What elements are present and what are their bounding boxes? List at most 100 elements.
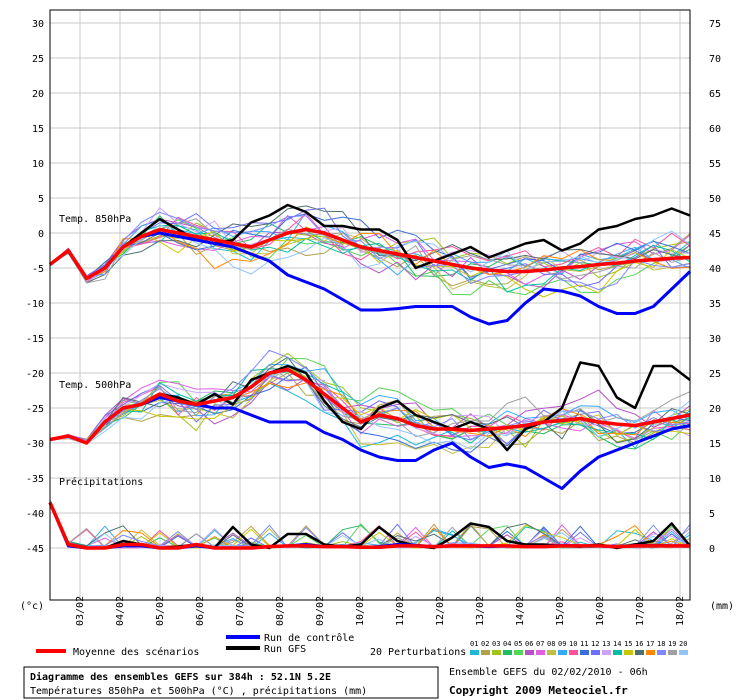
- perturbation-swatch: [635, 650, 644, 655]
- perturbation-swatch: [624, 650, 633, 655]
- x-tick-label: 10/02: [355, 596, 366, 626]
- perturbation-swatch: [591, 650, 600, 655]
- left-tick-label: 25: [32, 54, 44, 65]
- right-tick-label: 75: [709, 19, 721, 30]
- perturbation-number: 01: [470, 640, 478, 648]
- right-tick-label: 35: [709, 299, 721, 310]
- left-tick-label: -15: [26, 334, 44, 345]
- legend-gfs-label: Run GFS: [264, 644, 306, 655]
- perturbation-number: 09: [558, 640, 566, 648]
- left-tick-label: 30: [32, 19, 44, 30]
- right-tick-label: 45: [709, 229, 721, 240]
- perturbation-number: 13: [602, 640, 610, 648]
- perturbation-swatch: [657, 650, 666, 655]
- perturbation-number: 17: [646, 640, 654, 648]
- left-tick-label: -10: [26, 299, 44, 310]
- x-tick-label: 07/02: [235, 596, 246, 626]
- series-mean-t500: [49, 367, 691, 445]
- perturbation-number: 14: [613, 640, 621, 648]
- right-tick-label: 20: [709, 404, 721, 415]
- right-tick-label: 60: [709, 124, 721, 135]
- x-tick-label: 16/02: [595, 596, 606, 626]
- footer-ensemble: Ensemble GEFS du 02/02/2010 - 06h: [449, 667, 648, 678]
- footer-title: Diagramme des ensembles GEFS sur 384h : …: [30, 671, 331, 683]
- right-tick-label: 30: [709, 334, 721, 345]
- footer-box: [23, 666, 439, 699]
- perturbation-swatch: [525, 650, 534, 655]
- perturbation-number: 02: [481, 640, 489, 648]
- left-tick-label: 5: [38, 194, 44, 205]
- right-tick-label: 40: [709, 264, 721, 275]
- main-series: [48, 203, 692, 550]
- legend-control-label: Run de contrôle: [264, 632, 354, 644]
- perturbation-number: 20: [679, 640, 687, 648]
- right-tick-label: 5: [709, 509, 715, 520]
- right-tick-label: 0: [709, 544, 715, 555]
- perturbation-number: 15: [624, 640, 632, 648]
- perturbation-swatch: [558, 650, 567, 655]
- left-axis-ticks: 30 25 20 15 10 5 0 -5 -10 -15 -20 -25 -30 -35 -40 -45: [26, 19, 44, 555]
- footer-copyright: Copyright 2009 Meteociel.fr: [449, 684, 628, 697]
- x-tick-label: 05/02: [155, 596, 166, 626]
- left-tick-label: -40: [26, 509, 44, 520]
- left-tick-label: -30: [26, 439, 44, 450]
- left-tick-label: -35: [26, 474, 44, 485]
- right-tick-label: 10: [709, 474, 721, 485]
- perturbation-number: 04: [503, 640, 511, 648]
- perturbation-swatch: [492, 650, 501, 655]
- left-tick-label: 15: [32, 124, 44, 135]
- x-tick-label: 12/02: [435, 596, 446, 626]
- perturbation-legend: 01 02 03 04 05 06 07 08 09 10 11 12 13 14 15 16 17 18 19 20: [470, 640, 688, 655]
- perturbation-swatch: [503, 650, 512, 655]
- perturbation-number: 03: [492, 640, 500, 648]
- left-tick-label: -25: [26, 404, 44, 415]
- x-tick-label: 04/02: [115, 596, 126, 626]
- right-tick-label: 55: [709, 159, 721, 170]
- series-gfs-t850: [49, 203, 691, 280]
- perturbation-line-t850: [49, 205, 691, 284]
- perturbation-line-t500: [49, 365, 691, 455]
- perturbation-number: 08: [547, 640, 555, 648]
- legend-mean-label: Moyenne des scénarios: [73, 646, 199, 658]
- x-tick-label: 08/02: [275, 596, 286, 626]
- perturbation-line-t500: [49, 369, 691, 450]
- x-axis-ticks: 03/02 04/02 05/02 06/02 07/02 08/02 09/02 10/02…: [75, 596, 686, 626]
- perturbation-swatch: [646, 650, 655, 655]
- right-tick-label: 65: [709, 89, 721, 100]
- right-tick-label: 15: [709, 439, 721, 450]
- perturbation-line-t850: [49, 215, 691, 283]
- right-tick-label: 25: [709, 369, 721, 380]
- perturbation-number: 07: [536, 640, 544, 648]
- perturbation-number: 10: [569, 640, 577, 648]
- left-tick-label: 20: [32, 89, 44, 100]
- x-tick-label: 06/02: [195, 596, 206, 626]
- x-tick-label: 11/02: [395, 596, 406, 626]
- x-tick-label: 17/02: [635, 596, 646, 626]
- x-tick-label: 15/02: [555, 596, 566, 626]
- perturbation-line-t850: [49, 230, 691, 298]
- left-tick-label: 0: [38, 229, 44, 240]
- panel-label-t850: Temp. 850hPa: [59, 214, 131, 225]
- perturbation-number: 05: [514, 640, 522, 648]
- legend-perturbations-label: 20 Perturbations: [370, 647, 466, 658]
- series-mean-t850: [48, 227, 691, 281]
- perturbation-number: 11: [580, 640, 588, 648]
- x-tick-label: 09/02: [315, 596, 326, 626]
- panel-label-precip: Précipitations: [59, 476, 143, 488]
- perturbation-swatch: [536, 650, 545, 655]
- x-tick-label: 03/02: [75, 596, 86, 626]
- right-axis-unit: (mm): [710, 601, 734, 612]
- perturbation-number: 18: [657, 640, 665, 648]
- right-tick-label: 70: [709, 54, 721, 65]
- perturbation-swatch: [481, 650, 490, 655]
- left-tick-label: 10: [32, 159, 44, 170]
- left-axis-unit: (°c): [20, 601, 44, 612]
- perturbation-line-t850: [49, 224, 691, 280]
- perturbation-number: 19: [668, 640, 676, 648]
- perturbation-number: 06: [525, 640, 533, 648]
- perturbation-swatch: [470, 650, 479, 655]
- perturbation-number: 16: [635, 640, 643, 648]
